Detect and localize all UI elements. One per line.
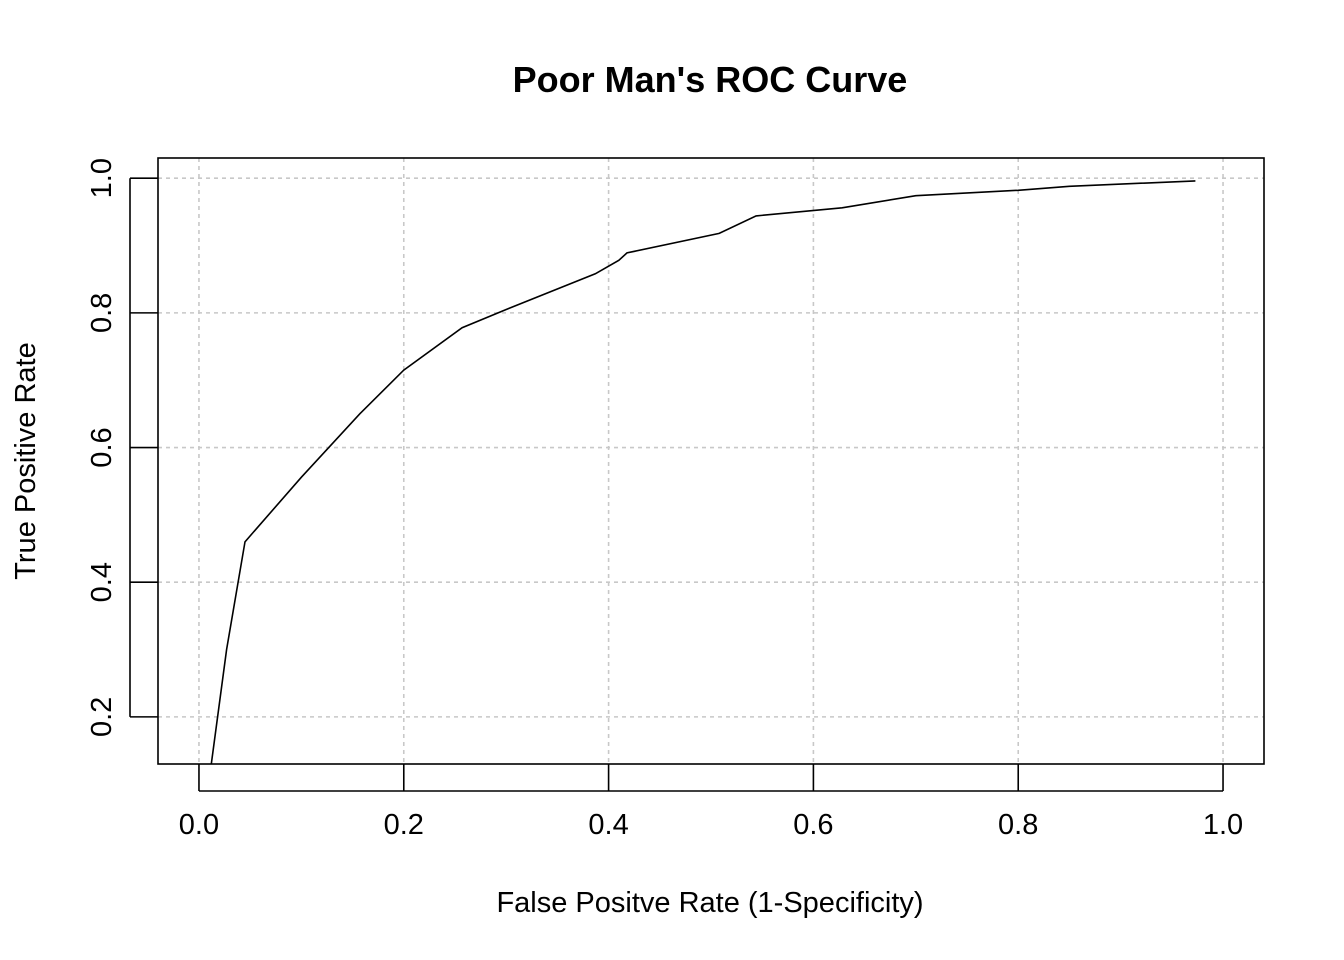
y-tick-label-3: 0.8 (86, 293, 118, 333)
y-axis-label: True Positive Rate (10, 342, 42, 579)
plot-frame (157, 157, 1265, 765)
x-tick-label-1: 0.2 (384, 809, 424, 841)
y-tick-label-0: 0.2 (86, 697, 118, 737)
y-tick-label-4: 1.0 (86, 158, 118, 198)
y-tick-label-2: 0.6 (86, 427, 118, 467)
x-tick-label-0: 0.0 (179, 809, 219, 841)
roc-series (210, 180, 1196, 765)
axes: 0.0 0.2 0.4 0.6 0.8 1.0 0.2 0.4 0.6 0.8 1.0 (86, 158, 1243, 841)
chart-title: Poor Man's ROC Curve (513, 59, 908, 100)
x-tick-label-5: 1.0 (1203, 809, 1243, 841)
grid-lines (158, 158, 1264, 764)
y-tick-label-1: 0.4 (86, 562, 118, 602)
x-tick-label-4: 0.8 (998, 809, 1038, 841)
roc-curve-line (210, 180, 1196, 765)
x-tick-label-3: 0.6 (793, 809, 833, 841)
x-axis-label: False Positve Rate (1-Specificity) (496, 887, 923, 919)
x-tick-label-2: 0.4 (588, 809, 628, 841)
